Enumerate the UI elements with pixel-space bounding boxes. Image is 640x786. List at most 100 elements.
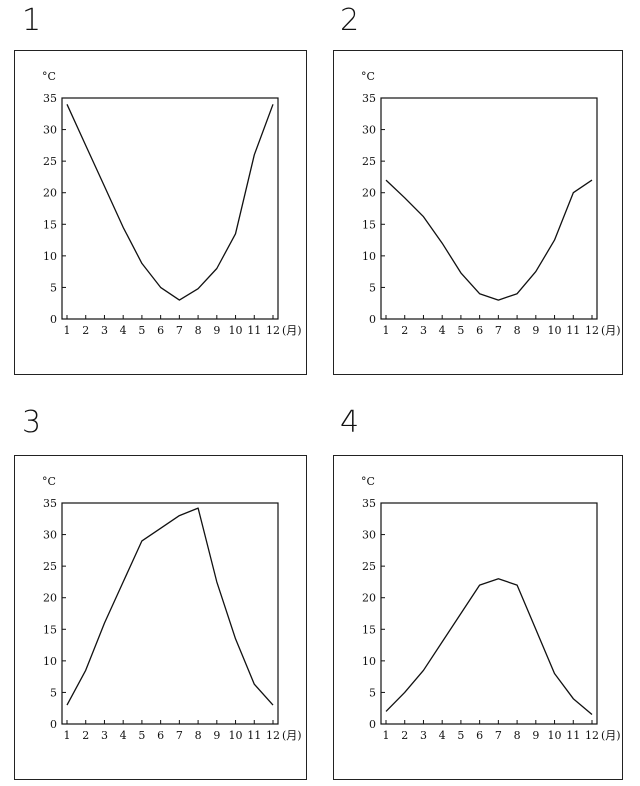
x-tick-label: 9 — [532, 324, 539, 337]
x-tick-label: 8 — [195, 324, 202, 337]
x-tick-label: 11 — [247, 729, 261, 742]
y-tick-label: 35 — [43, 497, 57, 510]
x-tick-label: 5 — [138, 729, 145, 742]
x-tick-label: 4 — [120, 324, 127, 337]
y-tick-label: 15 — [362, 623, 376, 636]
y-tick-label: 25 — [43, 560, 57, 573]
x-tick-label: 8 — [514, 729, 521, 742]
x-tick-label: 6 — [157, 324, 164, 337]
panel-number: 4 — [340, 405, 360, 440]
y-tick-label: 35 — [362, 497, 376, 510]
x-axis-unit-label: (月) — [601, 729, 621, 742]
x-tick-label: 7 — [176, 324, 183, 337]
x-axis-unit-label: (月) — [282, 324, 302, 337]
y-tick-label: 10 — [43, 250, 57, 263]
x-tick-label: 3 — [101, 729, 108, 742]
x-tick-label: 4 — [120, 729, 127, 742]
plot-frame — [380, 502, 598, 725]
x-tick-label: 2 — [82, 729, 89, 742]
x-tick-label: 7 — [495, 324, 502, 337]
x-tick-label: 6 — [157, 729, 164, 742]
x-tick-label: 9 — [532, 729, 539, 742]
x-tick-label: 11 — [566, 324, 580, 337]
panel-number: 3 — [22, 405, 42, 440]
x-tick-label: 4 — [439, 324, 446, 337]
y-tick-label: 25 — [362, 560, 376, 573]
y-tick-label: 0 — [369, 718, 376, 731]
x-tick-label: 2 — [82, 324, 89, 337]
y-tick-label: 5 — [369, 686, 376, 699]
x-tick-label: 1 — [383, 324, 390, 337]
x-tick-label: 5 — [457, 324, 464, 337]
y-tick-label: 5 — [369, 281, 376, 294]
x-tick-label: 1 — [64, 324, 71, 337]
y-tick-label: 10 — [362, 655, 376, 668]
x-tick-label: 3 — [420, 729, 427, 742]
y-tick-label: 35 — [362, 92, 376, 105]
x-tick-label: 12 — [266, 324, 280, 337]
y-tick-label: 20 — [362, 187, 376, 200]
x-tick-label: 1 — [383, 729, 390, 742]
y-tick-label: 0 — [50, 718, 57, 731]
x-tick-label: 6 — [476, 324, 483, 337]
chart-panel-frame — [14, 50, 307, 375]
plot-frame — [380, 97, 598, 320]
x-tick-label: 10 — [548, 729, 562, 742]
x-axis-unit-label: (月) — [282, 729, 302, 742]
chart-panel-frame — [333, 50, 623, 375]
x-tick-label: 11 — [247, 324, 261, 337]
x-tick-label: 5 — [138, 324, 145, 337]
x-tick-label: 6 — [476, 729, 483, 742]
y-tick-label: 20 — [43, 187, 57, 200]
y-tick-label: 30 — [362, 529, 376, 542]
x-tick-label: 10 — [548, 324, 562, 337]
x-tick-label: 3 — [101, 324, 108, 337]
plot-frame — [61, 97, 279, 320]
y-tick-label: 30 — [43, 529, 57, 542]
temperature-line — [385, 578, 593, 715]
y-tick-label: 5 — [50, 281, 57, 294]
x-tick-label: 7 — [495, 729, 502, 742]
temperature-line — [66, 104, 274, 301]
y-tick-label: 30 — [362, 124, 376, 137]
y-tick-label: 15 — [43, 218, 57, 231]
y-axis-unit-label: °C — [361, 70, 375, 83]
y-tick-label: 25 — [43, 155, 57, 168]
x-axis-unit-label: (月) — [601, 324, 621, 337]
y-axis-unit-label: °C — [42, 70, 56, 83]
x-tick-label: 2 — [401, 324, 408, 337]
x-tick-label: 1 — [64, 729, 71, 742]
temperature-line — [66, 507, 274, 706]
y-tick-label: 10 — [43, 655, 57, 668]
x-tick-label: 9 — [213, 324, 220, 337]
x-tick-label: 12 — [585, 324, 599, 337]
y-tick-label: 20 — [362, 592, 376, 605]
x-tick-label: 9 — [213, 729, 220, 742]
chart-panel-frame — [333, 455, 623, 780]
y-axis-unit-label: °C — [361, 475, 375, 488]
y-tick-label: 5 — [50, 686, 57, 699]
x-tick-label: 12 — [585, 729, 599, 742]
panel-number: 1 — [22, 3, 42, 38]
x-tick-label: 4 — [439, 729, 446, 742]
x-tick-label: 2 — [401, 729, 408, 742]
x-tick-label: 11 — [566, 729, 580, 742]
y-tick-label: 15 — [43, 623, 57, 636]
x-tick-label: 3 — [420, 324, 427, 337]
x-tick-label: 8 — [195, 729, 202, 742]
y-tick-label: 0 — [50, 313, 57, 326]
x-tick-label: 5 — [457, 729, 464, 742]
y-tick-label: 35 — [43, 92, 57, 105]
y-tick-label: 0 — [369, 313, 376, 326]
x-tick-label: 10 — [229, 729, 243, 742]
x-tick-label: 10 — [229, 324, 243, 337]
x-tick-label: 8 — [514, 324, 521, 337]
y-tick-label: 20 — [43, 592, 57, 605]
x-tick-label: 12 — [266, 729, 280, 742]
y-tick-label: 30 — [43, 124, 57, 137]
